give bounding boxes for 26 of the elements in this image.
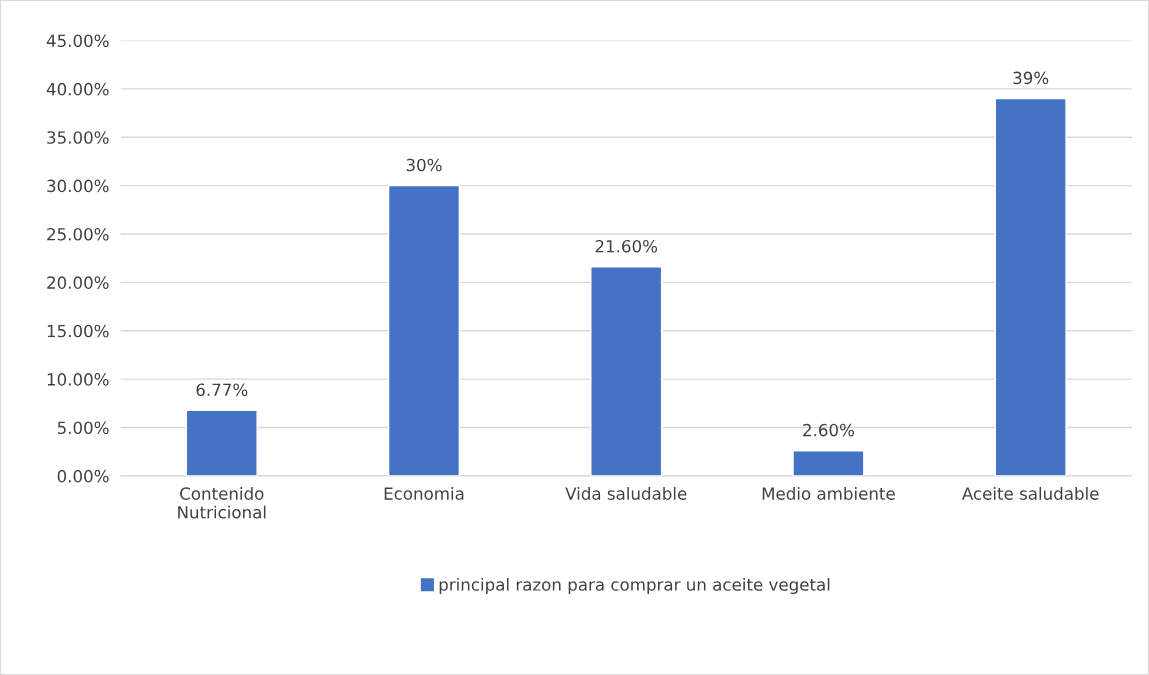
y-tick-label: 10.00% <box>47 373 109 386</box>
bar <box>792 450 865 476</box>
y-tick-label: 0.00% <box>57 469 109 483</box>
y-tick-label: 45.00% <box>46 34 109 48</box>
data-label: 39% <box>1013 71 1049 85</box>
y-tick-label: 30.00% <box>47 179 109 193</box>
bar <box>994 97 1067 476</box>
y-tick-label: 40.00% <box>46 82 109 96</box>
data-label: 6.77% <box>196 383 248 397</box>
y-tick-label: 5.00% <box>57 421 109 435</box>
data-label: 21.60% <box>595 239 658 253</box>
y-tick-label: 25.00% <box>47 227 109 241</box>
x-tick-label: Vida saludable <box>565 486 687 500</box>
x-tick-label: Economia <box>384 486 464 500</box>
bar <box>590 266 663 476</box>
y-tick-label: 35.00% <box>47 131 109 144</box>
bar <box>387 184 461 476</box>
x-tick-label: Contenido Nutricional <box>178 486 266 519</box>
data-label: 30% <box>406 158 442 172</box>
bar <box>185 409 258 476</box>
y-tick-label: 20.00% <box>47 276 109 289</box>
x-tick-label: Aceite saludable <box>961 486 1099 500</box>
data-label: 2.60% <box>803 423 854 437</box>
y-tick-label: 15.00% <box>47 324 109 338</box>
legend-label: principal razon para comprar un aceite vegetal <box>439 577 830 595</box>
x-tick-label: Medio ambiente <box>762 486 895 500</box>
